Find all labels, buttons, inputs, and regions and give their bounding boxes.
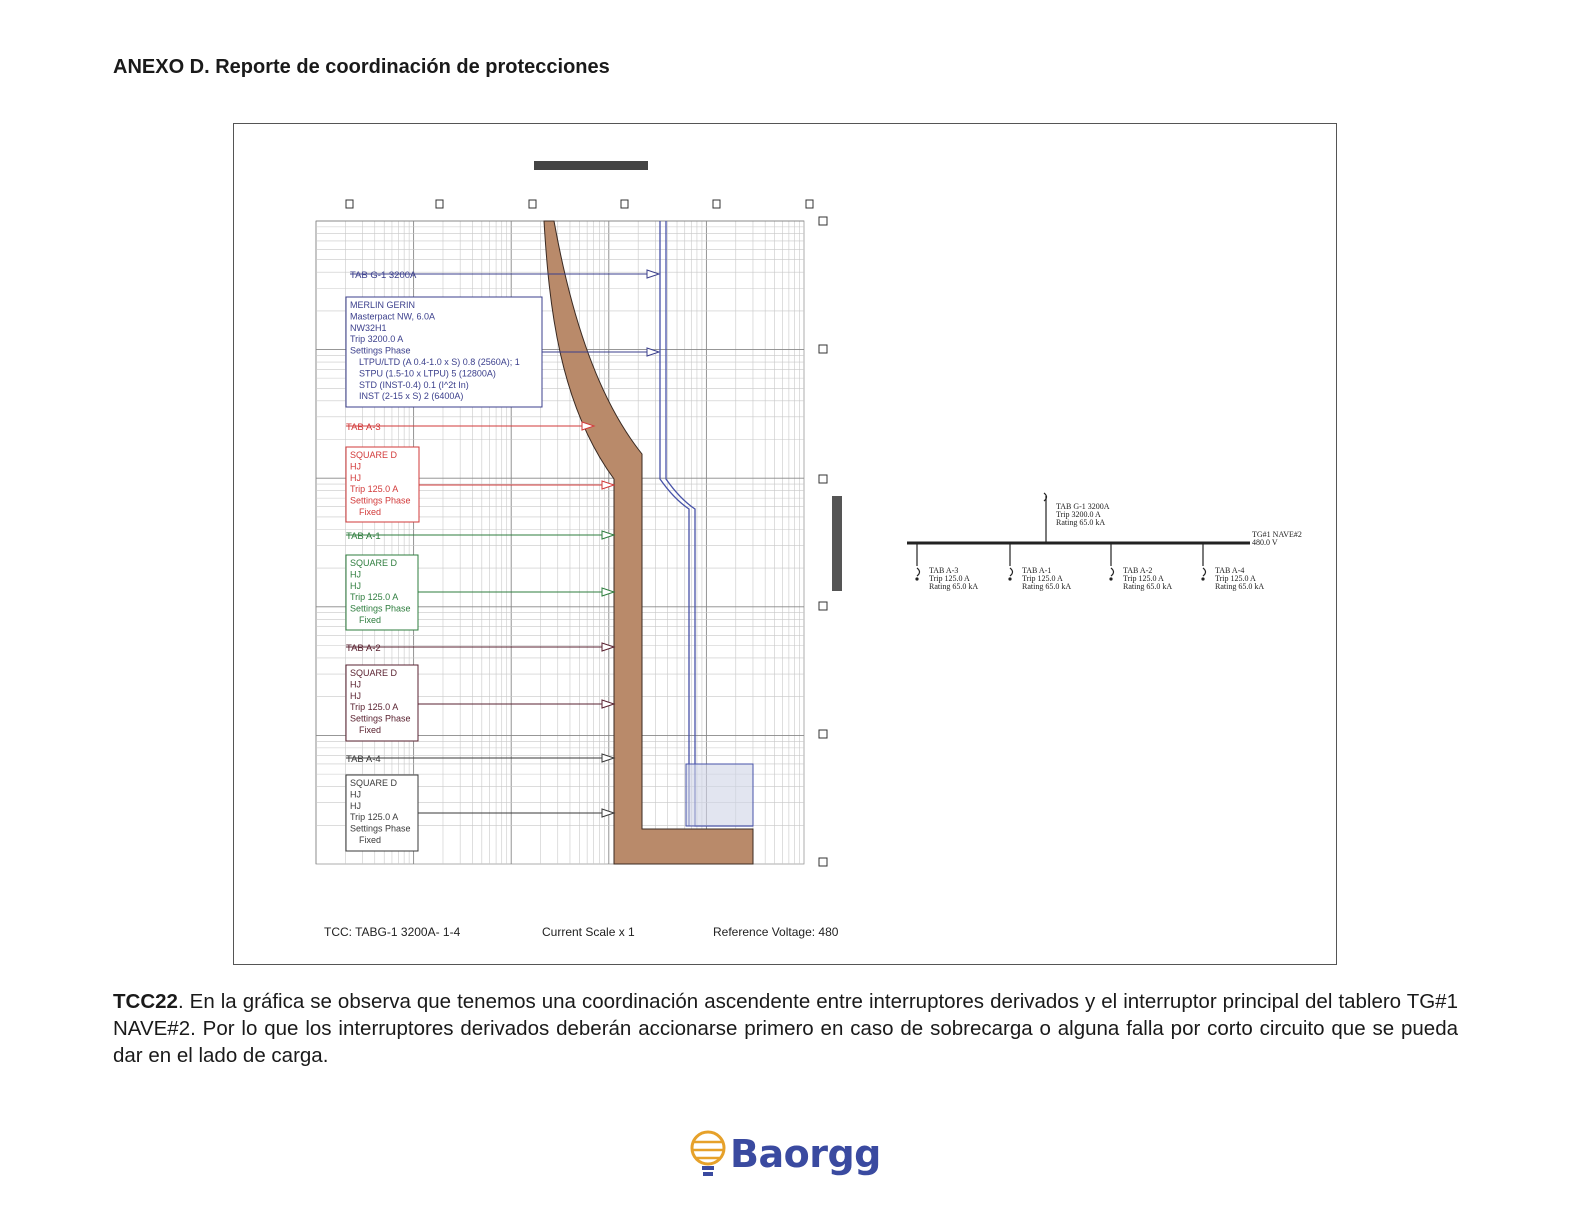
- logo-text: Baorgg: [730, 1132, 881, 1176]
- breaker-info-line: SQUARE D: [350, 450, 398, 460]
- arrow-head: [601, 530, 616, 540]
- breaker-info-line: Settings Phase: [350, 604, 411, 614]
- axis-markers: [345, 199, 828, 867]
- breaker-info-line: HJ: [350, 569, 361, 579]
- arrow-head: [601, 753, 616, 763]
- bulb-globe-icon: [690, 1130, 726, 1176]
- feeder-label-line: Rating 65.0 kA: [1215, 582, 1264, 591]
- breaker-info-line: Trip 125.0 A: [350, 702, 398, 712]
- breaker-info-line: Fixed: [359, 615, 381, 625]
- breaker-info-line: INST (2-15 x S) 2 (6400A): [359, 391, 463, 401]
- breaker-label: TAB G-1 3200A: [350, 270, 417, 281]
- feeder-breaker-symbol: [1009, 567, 1014, 577]
- breaker-info-box: [345, 664, 419, 742]
- reference-voltage: Reference Voltage: 480: [713, 925, 839, 939]
- breaker-info-line: Fixed: [359, 507, 381, 517]
- breaker-info-line: HJ: [350, 679, 361, 689]
- arrow-head: [646, 269, 661, 279]
- breaker-info-line: Fixed: [359, 725, 381, 735]
- bus-voltage: 480.0 V: [1252, 538, 1278, 547]
- feeder-inst-region: [685, 763, 754, 827]
- breaker-info-line: Settings Phase: [350, 824, 411, 834]
- feeder-label-line: TAB A-1: [1022, 566, 1051, 575]
- feeder-label-line: Rating 65.0 kA: [1022, 582, 1071, 591]
- tcc-name: TCC: TABG-1 3200A- 1-4: [324, 925, 461, 939]
- feeder-label-line: Trip 125.0 A: [1123, 574, 1164, 583]
- feeder-breaker-symbol: [1202, 567, 1207, 577]
- feeder-breaker-symbol: [1110, 567, 1115, 577]
- tcc-figure: TAB G-1 3200A MERLIN GERIN Masterpact NW, …: [233, 123, 1337, 965]
- arrow-head: [601, 642, 616, 652]
- feeder-curve-right: [665, 221, 753, 827]
- breaker-info-line: Trip 3200.0 A: [350, 334, 403, 344]
- breaker-info-line: SQUARE D: [350, 668, 398, 678]
- arrow-head: [601, 480, 616, 490]
- feeder-label-line: Trip 125.0 A: [1215, 574, 1256, 583]
- arrow-head: [601, 587, 616, 597]
- feeder-label-line: TAB A-2: [1123, 566, 1152, 575]
- breaker-label: TAB A-4: [346, 754, 381, 765]
- breaker-info-line: SQUARE D: [350, 558, 398, 568]
- brand-logo: Baorgg: [688, 1128, 888, 1184]
- breaker-info-line: Settings Phase: [350, 714, 411, 724]
- chart-title-illegible: [534, 161, 648, 170]
- current-scale: Current Scale x 1: [542, 925, 635, 939]
- arrow-head: [601, 699, 616, 709]
- breaker-info-line: Masterpact NW, 6.0A: [350, 311, 435, 321]
- bus-name: TG#1 NAVE#2: [1252, 530, 1302, 539]
- main-breaker-line-3: Rating 65.0 kA: [1056, 518, 1105, 527]
- main-breaker-band: [543, 220, 754, 865]
- page-heading: ANEXO D. Reporte de coordinación de prot…: [113, 56, 610, 78]
- caption-label: TCC22: [113, 990, 178, 1013]
- arrow-head: [601, 808, 616, 818]
- feeder-breaker-symbol: [916, 567, 921, 577]
- breaker-info-line: Fixed: [359, 835, 381, 845]
- feeder-label-line: Rating 65.0 kA: [929, 582, 978, 591]
- breaker-info-line: HJ: [350, 581, 361, 591]
- vertical-axis-label-illegible: [832, 496, 842, 591]
- breaker-info-line: Settings Phase: [350, 496, 411, 506]
- feeder-label-line: Trip 125.0 A: [929, 574, 970, 583]
- breaker-info-line: Trip 125.0 A: [350, 484, 398, 494]
- breaker-info-line: HJ: [350, 789, 361, 799]
- main-breaker-line-1: TAB G-1 3200A: [1056, 502, 1110, 511]
- breaker-info-line: HJ: [350, 691, 361, 701]
- main-breaker-line-2: Trip 3200.0 A: [1056, 510, 1101, 519]
- arrow-head: [581, 421, 596, 431]
- breaker-info-line: MERLIN GERIN: [350, 300, 415, 310]
- caption-text: . En la gráfica se observa que tenemos u…: [113, 990, 1458, 1067]
- breaker-info-line: STD (INST-0.4) 0.1 (I^2t In): [359, 380, 469, 390]
- breaker-info-line: Settings Phase: [350, 346, 411, 356]
- breaker-info-line: HJ: [350, 801, 361, 811]
- feeder-label-line: TAB A-3: [929, 566, 958, 575]
- breaker-info-box: [345, 446, 420, 523]
- breaker-info-line: HJ: [350, 461, 361, 471]
- one-line-diagram: TAB G-1 3200A Trip 3200.0 A Rating 65.0 …: [907, 492, 1302, 591]
- breaker-info-line: SQUARE D: [350, 778, 398, 788]
- main-breaker-symbol: [1043, 492, 1048, 502]
- breaker-info-line: STPU (1.5-10 x LTPU) 5 (12800A): [359, 368, 496, 378]
- feeder-curve-left: [659, 221, 690, 826]
- breaker-label: TAB A-3: [346, 422, 381, 433]
- breaker-info-line: Trip 125.0 A: [350, 812, 398, 822]
- breaker-info-line: HJ: [350, 473, 361, 483]
- breaker-info-line: Trip 125.0 A: [350, 592, 398, 602]
- feeder-label-line: TAB A-4: [1215, 566, 1244, 575]
- breaker-info-box: [345, 554, 419, 631]
- feeder-label-line: Rating 65.0 kA: [1123, 582, 1172, 591]
- feeder-label-line: Trip 125.0 A: [1022, 574, 1063, 583]
- arrow-head: [646, 347, 661, 357]
- breaker-label: TAB A-1: [346, 531, 381, 542]
- breaker-info-box: [345, 296, 543, 408]
- breaker-label: TAB A-2: [346, 643, 381, 654]
- breaker-info-line: LTPU/LTD (A 0.4-1.0 x S) 0.8 (2560A); 1: [359, 357, 520, 367]
- breaker-info-line: NW32H1: [350, 323, 387, 333]
- figure-caption: TCC22. En la gráfica se observa que tene…: [113, 988, 1458, 1069]
- breaker-info-box: [345, 774, 419, 852]
